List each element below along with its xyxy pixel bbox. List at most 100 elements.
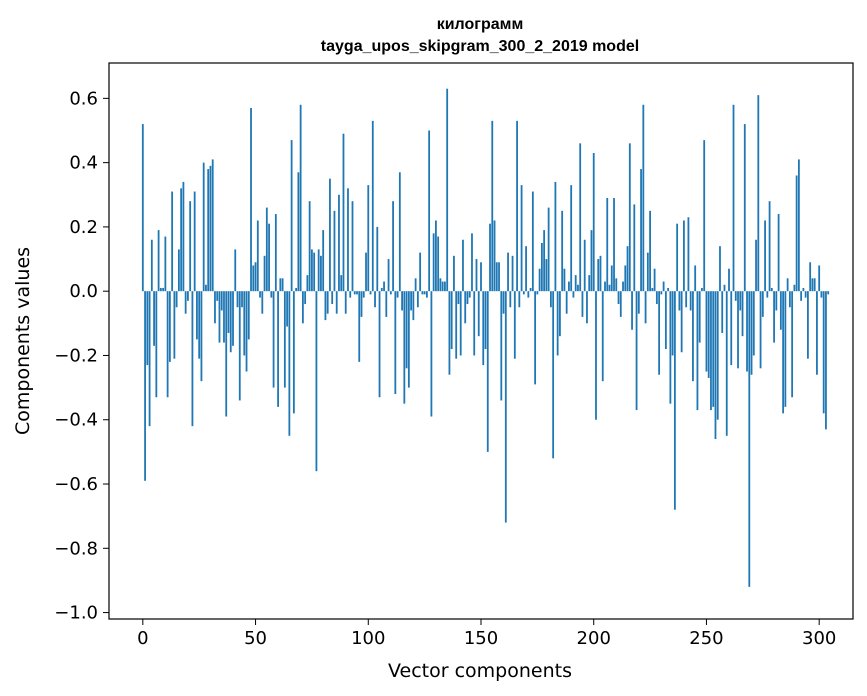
bar bbox=[148, 291, 151, 427]
y-tick-label: −0.6 bbox=[54, 474, 98, 495]
bar bbox=[543, 230, 546, 292]
bar bbox=[646, 252, 649, 292]
bar bbox=[162, 287, 165, 292]
bar bbox=[331, 291, 334, 305]
y-axis-label: Components values bbox=[12, 247, 34, 435]
bar bbox=[689, 291, 692, 311]
bar bbox=[259, 291, 261, 298]
y-tick-label: −1.0 bbox=[54, 603, 98, 624]
plot-frame bbox=[108, 62, 854, 620]
x-axis-label: Vector components bbox=[388, 660, 572, 682]
bar bbox=[773, 291, 775, 343]
bar bbox=[613, 197, 615, 292]
bar bbox=[324, 291, 327, 321]
bar bbox=[353, 291, 356, 295]
bar bbox=[811, 278, 814, 292]
bar bbox=[412, 291, 415, 321]
bar bbox=[155, 291, 158, 398]
y-tick-label: 0.2 bbox=[69, 217, 98, 238]
bar bbox=[513, 291, 516, 359]
bar bbox=[315, 291, 318, 472]
bar bbox=[218, 291, 221, 343]
bar bbox=[619, 291, 622, 317]
bar bbox=[579, 143, 582, 292]
bar bbox=[403, 291, 406, 404]
y-tick-label: 0.4 bbox=[69, 153, 98, 174]
bar bbox=[707, 291, 710, 378]
bar bbox=[428, 130, 431, 292]
bar bbox=[583, 239, 586, 292]
bar bbox=[254, 262, 257, 292]
bar bbox=[635, 291, 638, 411]
bar bbox=[622, 281, 624, 292]
bar bbox=[252, 265, 255, 292]
bar bbox=[486, 291, 489, 452]
bar bbox=[385, 291, 388, 317]
bar bbox=[547, 207, 550, 292]
bar bbox=[743, 124, 746, 292]
bar bbox=[705, 291, 708, 372]
bar bbox=[574, 275, 577, 292]
bar bbox=[507, 252, 509, 292]
bar bbox=[335, 291, 338, 314]
bar bbox=[680, 291, 683, 353]
bar bbox=[653, 268, 656, 292]
bar bbox=[421, 291, 424, 295]
bar bbox=[464, 291, 467, 324]
bar bbox=[374, 291, 376, 308]
y-tick-label: −0.8 bbox=[54, 538, 98, 559]
bar bbox=[525, 246, 527, 292]
bar bbox=[599, 255, 602, 292]
bar bbox=[414, 278, 417, 292]
bar bbox=[277, 291, 279, 407]
bar bbox=[313, 252, 316, 292]
bar bbox=[365, 252, 367, 292]
bar bbox=[534, 291, 537, 385]
bar bbox=[164, 236, 167, 292]
bar bbox=[750, 291, 753, 375]
bars-group bbox=[141, 88, 830, 587]
bar bbox=[360, 291, 363, 317]
bar bbox=[694, 265, 697, 292]
bar bbox=[809, 262, 812, 292]
bar bbox=[791, 291, 794, 398]
bar bbox=[214, 291, 216, 324]
bar bbox=[198, 291, 201, 359]
bar bbox=[349, 291, 352, 298]
bar bbox=[416, 291, 419, 308]
x-tick-label: 0 bbox=[137, 628, 148, 649]
bar bbox=[788, 291, 791, 308]
bar bbox=[728, 268, 730, 292]
bar bbox=[263, 255, 266, 292]
bar bbox=[664, 291, 667, 350]
bar bbox=[301, 291, 304, 324]
bar bbox=[667, 287, 670, 292]
bar bbox=[493, 220, 496, 292]
bar bbox=[268, 223, 270, 292]
bar bbox=[687, 217, 690, 292]
bar bbox=[243, 291, 246, 356]
bar bbox=[540, 242, 543, 292]
bar bbox=[739, 291, 742, 311]
bar bbox=[644, 291, 647, 324]
bar bbox=[157, 230, 160, 292]
bar bbox=[509, 291, 512, 308]
bar bbox=[444, 281, 446, 292]
x-tick-label: 50 bbox=[244, 628, 267, 649]
bar bbox=[518, 291, 521, 308]
bar bbox=[549, 291, 552, 308]
bar bbox=[320, 255, 322, 292]
bar bbox=[290, 140, 293, 292]
bar bbox=[286, 291, 289, 327]
bar bbox=[322, 230, 325, 292]
bar bbox=[818, 265, 821, 292]
bar bbox=[299, 104, 302, 292]
bar bbox=[631, 291, 633, 330]
bar bbox=[608, 284, 611, 292]
bar bbox=[423, 291, 426, 295]
bar bbox=[504, 291, 507, 523]
bar bbox=[453, 255, 455, 292]
bar bbox=[205, 284, 207, 292]
bar bbox=[522, 291, 525, 295]
bar bbox=[376, 226, 379, 292]
